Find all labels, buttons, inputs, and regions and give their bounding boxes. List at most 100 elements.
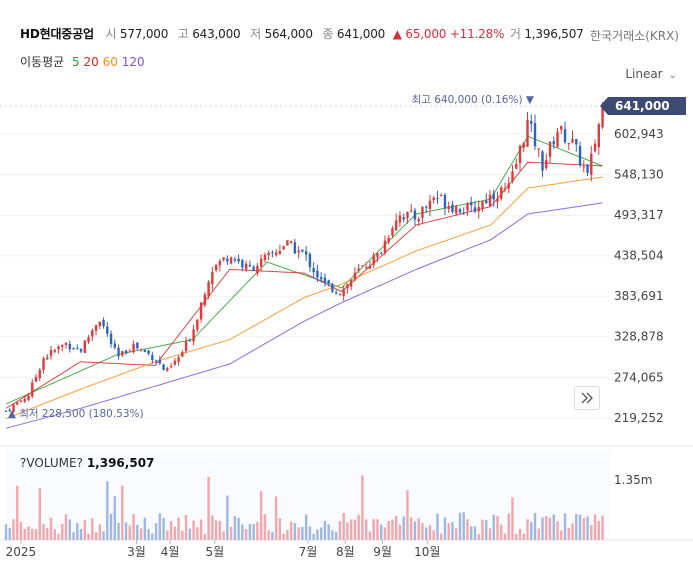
volume-bar	[192, 520, 195, 540]
volume-bar	[162, 518, 165, 540]
moving-average-legend: 이동평균 5 20 60 120	[20, 53, 145, 70]
max-price-annotation: 최고 640,000 (0.16%) ▼	[412, 94, 535, 106]
scroll-to-latest-button[interactable]	[574, 386, 600, 410]
volume-bar	[237, 517, 240, 540]
candle-body	[481, 201, 484, 209]
volume-bar	[507, 513, 510, 540]
volume-bar	[278, 518, 282, 540]
candle-body	[121, 351, 124, 356]
volume-bar	[413, 521, 417, 540]
volume-bar	[394, 515, 398, 540]
ma-5-line	[5, 135, 603, 405]
candle-body	[278, 251, 282, 254]
volume-bar	[132, 514, 135, 540]
volume-bar	[38, 488, 41, 540]
candle-body	[293, 242, 297, 254]
volume-bar	[387, 520, 390, 540]
candle-body	[545, 159, 548, 169]
volume-bar	[406, 490, 409, 540]
candle-body	[214, 264, 218, 271]
candle-body	[537, 148, 540, 150]
change-arrow-icon: ▲	[392, 27, 402, 41]
scale-label: Linear	[625, 67, 663, 81]
candle-body	[500, 187, 503, 199]
candle-body	[492, 193, 495, 200]
volume-bar	[425, 527, 428, 540]
volume-bar	[46, 528, 49, 540]
volume-bar	[533, 513, 537, 540]
candle-body	[379, 252, 383, 254]
price-tick-label: 548,130	[614, 168, 664, 182]
ma-120-label[interactable]: 120	[121, 55, 145, 69]
volume-bar	[567, 527, 570, 540]
candle-body	[282, 246, 285, 250]
candle-body	[511, 171, 514, 182]
price-tick-label: 438,504	[614, 249, 664, 263]
candle-body	[139, 349, 143, 351]
volume-bar	[229, 526, 233, 540]
candle-body	[222, 257, 225, 260]
candle-body	[162, 364, 165, 370]
ma-20-label[interactable]: 20	[83, 55, 99, 69]
candle-body	[440, 194, 443, 196]
candle-body	[496, 198, 499, 202]
volume-bar	[207, 476, 210, 540]
candle-body	[233, 259, 237, 261]
volume-bar	[177, 517, 180, 540]
candle-body	[552, 141, 555, 145]
volume-bar	[342, 513, 345, 540]
candle-body	[109, 333, 113, 344]
volume-bar	[297, 527, 300, 540]
candle-body	[72, 348, 75, 350]
candle-body	[346, 284, 349, 289]
candle-body	[173, 360, 177, 365]
candle-body	[391, 228, 394, 236]
candle-body	[327, 280, 330, 284]
candle-body	[102, 320, 105, 327]
scale-toggle-button[interactable]: Linear ⌄	[625, 67, 677, 81]
volume-bar	[203, 533, 207, 540]
candle-body	[229, 257, 233, 264]
volume-bar	[334, 531, 338, 540]
candle-body	[76, 348, 79, 350]
candle-body	[533, 123, 537, 147]
volume-bar	[451, 522, 454, 540]
candle-body	[323, 277, 327, 283]
volume-bar	[575, 513, 578, 540]
volume-bar	[383, 527, 387, 540]
volume-bar	[518, 528, 522, 540]
candle-body	[83, 340, 86, 353]
candle-body	[428, 200, 432, 210]
stock-name: HD현대중공업	[20, 27, 94, 41]
volume-bar	[530, 522, 533, 540]
candle-body	[462, 212, 465, 214]
volume-bar	[139, 528, 143, 540]
candle-body	[597, 124, 600, 148]
candle-body	[4, 410, 8, 412]
candle-body	[331, 284, 334, 292]
volume-bar	[440, 533, 443, 540]
volume-bar	[154, 523, 158, 540]
time-tick-label: 3월	[127, 545, 146, 559]
volume-bar	[560, 530, 563, 540]
candle-body	[199, 302, 203, 320]
volume-bar	[102, 531, 105, 540]
volume-bar	[128, 525, 132, 540]
exchange-label: 한국거래소(KRX)	[590, 29, 679, 43]
volume-bar	[252, 524, 255, 540]
ma-5-label[interactable]: 5	[72, 55, 80, 69]
ma-60-label[interactable]: 60	[102, 55, 118, 69]
candle-body	[376, 253, 379, 257]
candle-body	[49, 350, 53, 356]
volume-bar	[76, 523, 79, 540]
candle-body	[16, 402, 19, 405]
volume-indicator-value: 1,396,507	[86, 456, 155, 470]
volume-bar	[409, 517, 413, 540]
volume-bar	[338, 521, 342, 540]
candle-body	[237, 258, 240, 262]
volume-bar	[147, 529, 150, 540]
volume-bar	[436, 513, 439, 540]
volume-bar	[169, 521, 173, 540]
candle-body	[308, 253, 312, 268]
